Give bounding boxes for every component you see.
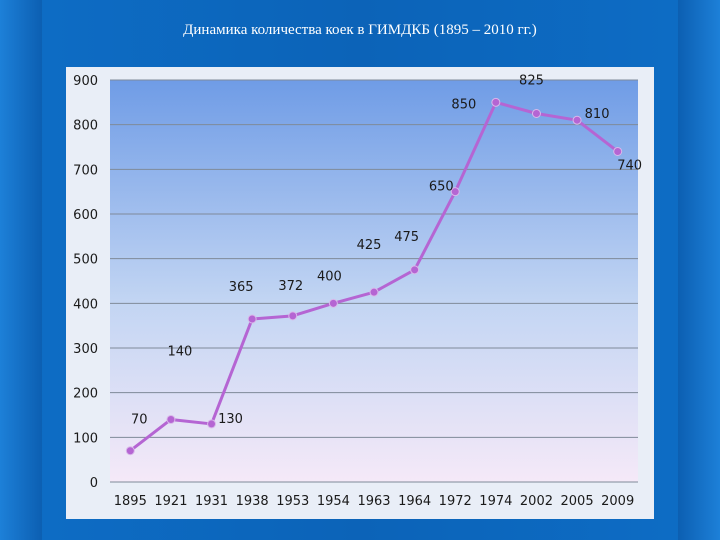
- x-tick-label: 2005: [561, 494, 594, 509]
- data-label: 130: [218, 412, 243, 427]
- y-tick-label: 900: [73, 74, 98, 89]
- data-point: [531, 109, 541, 118]
- x-tick-label: 1921: [154, 494, 187, 509]
- data-label: 425: [357, 238, 382, 253]
- data-point: [288, 311, 298, 321]
- y-tick-label: 400: [73, 297, 98, 312]
- data-label: 740: [617, 158, 642, 173]
- y-tick-label: 100: [73, 431, 98, 446]
- data-label: 140: [168, 344, 193, 359]
- y-tick-label: 300: [73, 342, 98, 357]
- left-decor-band: [0, 0, 42, 540]
- x-tick-label: 1954: [317, 494, 350, 509]
- data-label: 650: [429, 180, 454, 195]
- data-label: 825: [519, 74, 544, 89]
- data-point: [166, 414, 176, 424]
- data-point: [410, 265, 420, 275]
- x-tick-label: 2002: [520, 494, 553, 509]
- y-tick-label: 0: [90, 476, 98, 491]
- data-point: [613, 146, 623, 156]
- data-point: [572, 115, 582, 125]
- data-label: 850: [451, 97, 476, 112]
- x-tick-label: 1931: [195, 494, 228, 509]
- data-label: 365: [229, 280, 254, 295]
- data-label: 70: [131, 413, 148, 428]
- data-label: 475: [394, 230, 419, 245]
- x-tick-label: 1964: [398, 494, 431, 509]
- right-decor-band: [678, 0, 720, 540]
- data-label: 372: [278, 279, 303, 294]
- plot-area: [110, 80, 638, 482]
- y-tick-label: 600: [73, 208, 98, 223]
- data-point: [207, 419, 217, 429]
- y-tick-label: 700: [73, 163, 98, 178]
- y-tick-label: 800: [73, 119, 98, 134]
- data-label: 810: [585, 107, 610, 122]
- y-tick-label: 500: [73, 253, 98, 268]
- data-point: [450, 187, 460, 197]
- x-tick-label: 1974: [479, 494, 512, 509]
- x-tick-label: 1963: [357, 494, 390, 509]
- data-point: [369, 287, 379, 297]
- x-tick-label: 1938: [236, 494, 269, 509]
- y-tick-label: 200: [73, 387, 98, 402]
- data-point: [491, 97, 501, 107]
- data-point: [247, 314, 257, 324]
- data-label: 400: [317, 269, 342, 284]
- data-point: [328, 298, 338, 308]
- x-tick-label: 1972: [439, 494, 472, 509]
- x-tick-label: 2009: [601, 494, 634, 509]
- slide-title: Динамика количества коек в ГИМДКБ (1895 …: [183, 22, 537, 38]
- x-tick-label: 1895: [114, 494, 147, 509]
- x-tick-label: 1953: [276, 494, 309, 509]
- data-point: [125, 446, 135, 456]
